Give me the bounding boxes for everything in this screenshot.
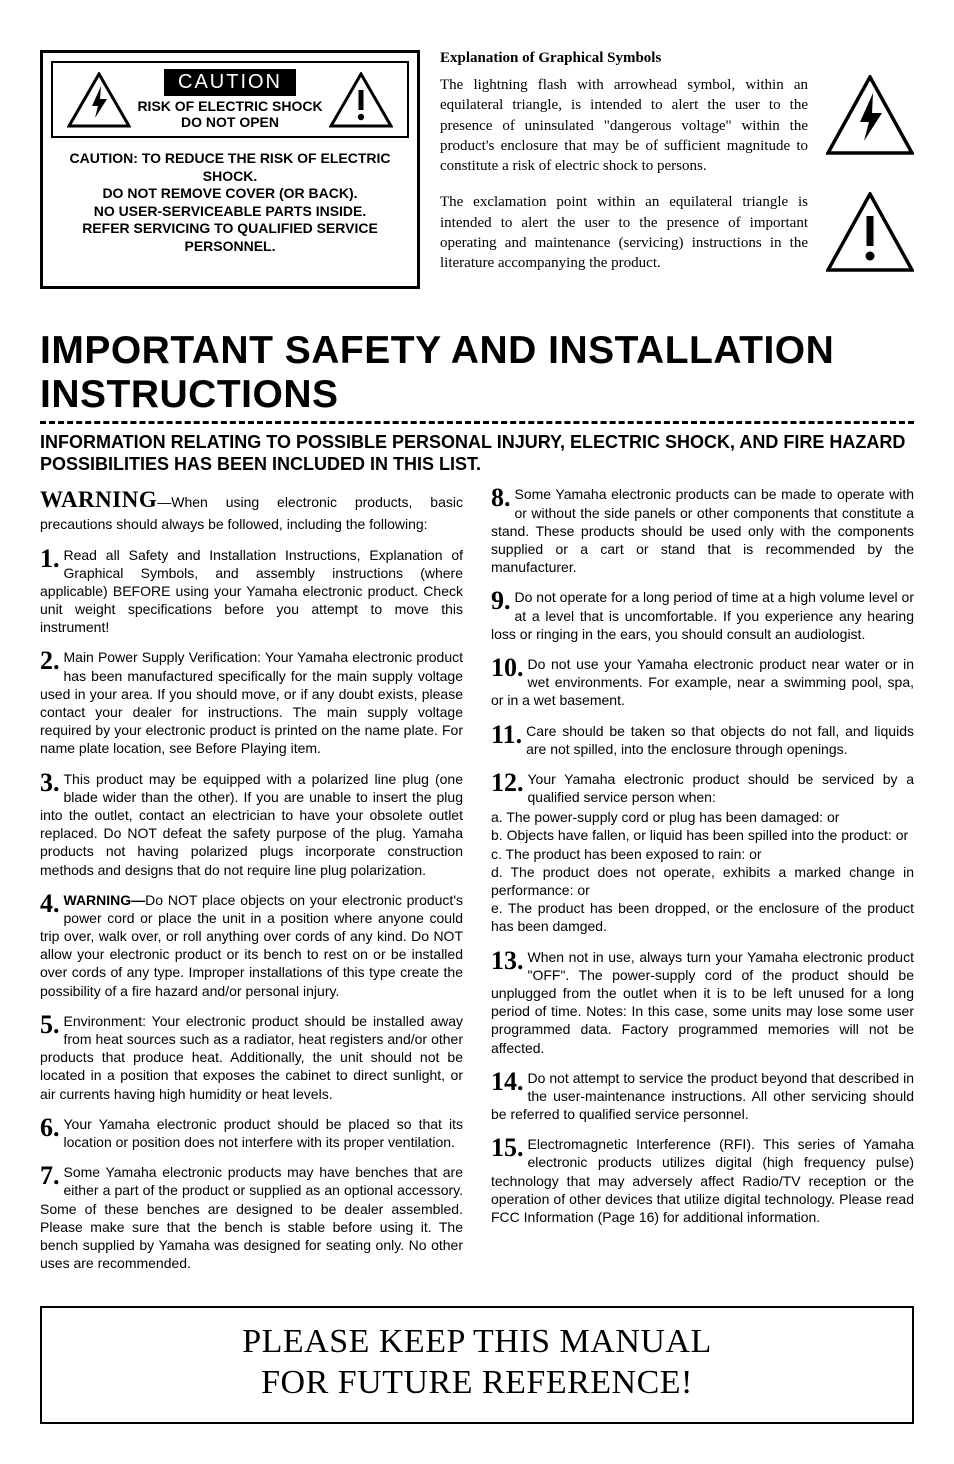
- explanation-heading: Explanation of Graphical Symbols: [440, 50, 914, 67]
- sublist-entry: a. The power-supply cord or plug has bee…: [491, 808, 914, 826]
- item-number: 6.: [40, 1118, 60, 1139]
- footer-line1: PLEASE KEEP THIS MANUAL: [42, 1322, 912, 1363]
- instruction-item: 15.Electromagnetic Interference (RFI). T…: [491, 1135, 914, 1226]
- item-text: Environment: Your electronic product sho…: [40, 1013, 463, 1102]
- item-number: 4.: [40, 894, 60, 915]
- explanation-section: Explanation of Graphical Symbols The lig…: [440, 50, 914, 289]
- item-number: 13.: [491, 951, 524, 972]
- item-sublist: a. The power-supply cord or plug has bee…: [491, 808, 914, 935]
- item-text: Some Yamaha electronic products may have…: [40, 1164, 463, 1271]
- instruction-item: 1.Read all Safety and Installation Instr…: [40, 546, 463, 637]
- item-text: Do not operate for a long period of time…: [491, 589, 914, 641]
- instruction-item: 14.Do not attempt to service the product…: [491, 1069, 914, 1124]
- lightning-triangle-icon: [826, 75, 914, 155]
- item-text: Main Power Supply Verification: Your Yam…: [40, 649, 463, 756]
- item-number: 1.: [40, 549, 60, 570]
- item-text: Do not attempt to service the product be…: [491, 1070, 914, 1122]
- item-number: 9.: [491, 591, 511, 612]
- instruction-item: 12.Your Yamaha electronic product should…: [491, 770, 914, 936]
- columns: WARNING—When using electronic products, …: [40, 485, 914, 1284]
- item-number: 8.: [491, 488, 511, 509]
- item-text: Some Yamaha electronic products can be m…: [491, 486, 914, 575]
- item-text: Read all Safety and Installation Instruc…: [40, 547, 463, 636]
- subtitle: INFORMATION RELATING TO POSSIBLE PERSONA…: [40, 432, 914, 475]
- item-text: WARNING—Do NOT place objects on your ele…: [40, 892, 463, 999]
- instruction-item: 7.Some Yamaha electronic products may ha…: [40, 1163, 463, 1272]
- item-number: 3.: [40, 773, 60, 794]
- instruction-item: 8.Some Yamaha electronic products can be…: [491, 485, 914, 576]
- item-number: 12.: [491, 773, 524, 794]
- warning-word: WARNING: [40, 487, 157, 512]
- exclamation-triangle-icon: [826, 192, 914, 272]
- item-number: 7.: [40, 1166, 60, 1187]
- caution-box: CAUTION RISK OF ELECTRIC SHOCK DO NOT OP…: [40, 50, 420, 289]
- instruction-item: 3.This product may be equipped with a po…: [40, 770, 463, 879]
- exclamation-triangle-icon: [329, 72, 393, 128]
- explanation-para1: The lightning flash with arrowhead symbo…: [440, 75, 808, 176]
- instruction-item: 10.Do not use your Yamaha electronic pro…: [491, 655, 914, 710]
- item-number: 15.: [491, 1138, 524, 1159]
- sublist-entry: b. Objects have fallen, or liquid has be…: [491, 826, 914, 844]
- instruction-item: 4.WARNING—Do NOT place objects on your e…: [40, 891, 463, 1000]
- item-text: When not in use, always turn your Yamaha…: [491, 949, 914, 1056]
- warning-lead: WARNING—When using electronic products, …: [40, 485, 463, 533]
- item-text: This product may be equipped with a pola…: [40, 771, 463, 878]
- instruction-item: 11.Care should be taken so that objects …: [491, 722, 914, 758]
- column-right: 8.Some Yamaha electronic products can be…: [491, 485, 914, 1284]
- item-text: Your Yamaha electronic product should be…: [64, 1116, 464, 1150]
- caution-label-block: CAUTION RISK OF ELECTRIC SHOCK DO NOT OP…: [137, 69, 322, 130]
- main-title: IMPORTANT SAFETY AND INSTALLATION INSTRU…: [40, 329, 914, 424]
- lightning-triangle-icon: [67, 72, 131, 128]
- explanation-para2: The exclamation point within an equilate…: [440, 192, 808, 273]
- instruction-item: 9.Do not operate for a long period of ti…: [491, 588, 914, 643]
- footer-box: PLEASE KEEP THIS MANUAL FOR FUTURE REFER…: [40, 1306, 914, 1424]
- item-text: Electromagnetic Interference (RFI). This…: [491, 1136, 914, 1225]
- caution-label: CAUTION: [164, 69, 296, 96]
- item-number: 10.: [491, 658, 524, 679]
- sublist-entry: d. The product does not operate, exhibit…: [491, 863, 914, 899]
- sublist-entry: c. The product has been exposed to rain:…: [491, 845, 914, 863]
- instruction-item: 5.Environment: Your electronic product s…: [40, 1012, 463, 1103]
- item-number: 11.: [491, 725, 522, 746]
- sublist-entry: e. The product has been dropped, or the …: [491, 899, 914, 935]
- item-number: 5.: [40, 1015, 60, 1036]
- item-number: 2.: [40, 651, 60, 672]
- item-text: Care should be taken so that objects do …: [526, 723, 914, 757]
- caution-inner: CAUTION RISK OF ELECTRIC SHOCK DO NOT OP…: [51, 61, 409, 138]
- item-number: 14.: [491, 1072, 524, 1093]
- instruction-item: 2.Main Power Supply Verification: Your Y…: [40, 648, 463, 757]
- caution-sub2: DO NOT OPEN: [137, 114, 322, 130]
- item-text: Your Yamaha electronic product should be…: [528, 771, 915, 805]
- instruction-item: 6.Your Yamaha electronic product should …: [40, 1115, 463, 1151]
- footer-line2: FOR FUTURE REFERENCE!: [42, 1363, 912, 1404]
- instruction-item: 13.When not in use, always turn your Yam…: [491, 948, 914, 1057]
- caution-sub1: RISK OF ELECTRIC SHOCK: [137, 98, 322, 114]
- item-text: Do not use your Yamaha electronic produc…: [491, 656, 914, 708]
- column-left: WARNING—When using electronic products, …: [40, 485, 463, 1284]
- caution-body: CAUTION: TO REDUCE THE RISK OF ELECTRIC …: [51, 138, 409, 263]
- top-section: CAUTION RISK OF ELECTRIC SHOCK DO NOT OP…: [40, 50, 914, 289]
